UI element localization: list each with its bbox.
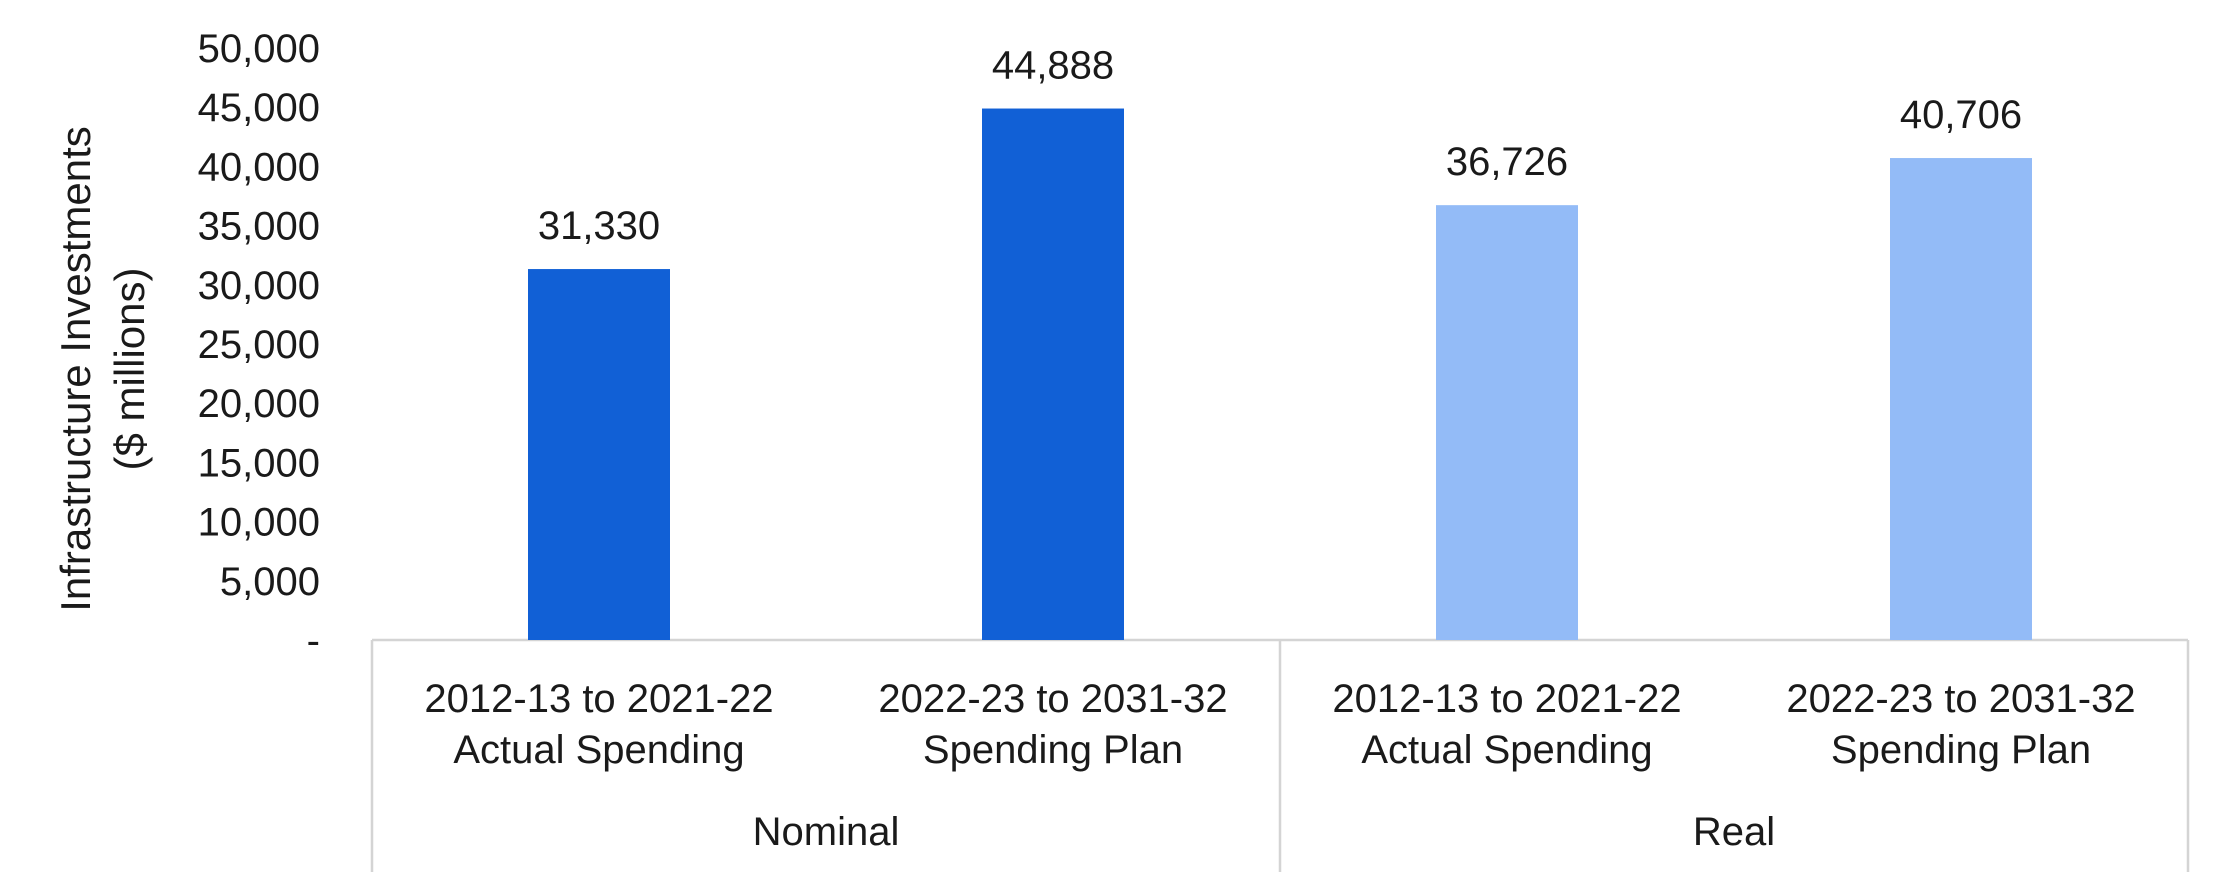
category-label: 2022-23 to 2031-32: [878, 677, 1227, 721]
bar: [982, 108, 1124, 641]
category-label: Spending Plan: [1831, 728, 2091, 772]
bar: [1890, 158, 2032, 640]
bar: [528, 269, 670, 640]
data-label: 44,888: [992, 44, 1114, 88]
category-label: Spending Plan: [923, 728, 1183, 772]
y-axis-title-line: ($ millions): [106, 267, 153, 470]
y-tick-label: 5,000: [220, 560, 320, 604]
y-tick-label: 50,000: [198, 27, 320, 71]
y-tick-label: 30,000: [198, 264, 320, 308]
category-label: 2012-13 to 2021-22: [1332, 677, 1681, 721]
data-label: 31,330: [538, 204, 660, 248]
data-label: 36,726: [1446, 140, 1568, 184]
group-label: Real: [1693, 810, 1775, 854]
y-axis-title: Infrastructure Investments ($ millions): [52, 126, 153, 612]
x-axis-frame: [370, 638, 2190, 872]
category-labels: 2012-13 to 2021-22 Actual Spending 2022-23…: [424, 677, 2135, 772]
data-labels: 31,330 44,888 36,726 40,706: [538, 44, 2022, 249]
group-label: Nominal: [753, 810, 900, 854]
bar: [1436, 205, 1578, 640]
y-tick-label: 15,000: [198, 441, 320, 485]
category-label: Actual Spending: [453, 728, 744, 772]
y-tick-label: 35,000: [198, 205, 320, 249]
category-label: Actual Spending: [1361, 728, 1652, 772]
y-tick-label: 25,000: [198, 323, 320, 367]
y-axis-title-line: Infrastructure Investments: [52, 126, 99, 612]
data-label: 40,706: [1900, 93, 2022, 137]
bars: [528, 108, 2032, 641]
y-tick-label: 40,000: [198, 145, 320, 189]
y-tick-label: 10,000: [198, 501, 320, 545]
group-labels: Nominal Real: [753, 810, 1775, 854]
category-label: 2012-13 to 2021-22: [424, 677, 773, 721]
y-axis-ticks: - 5,000 10,000 15,000 20,000 25,000 30,000 35,0…: [198, 27, 320, 663]
category-label: 2022-23 to 2031-32: [1786, 677, 2135, 721]
y-tick-label: 45,000: [198, 86, 320, 130]
y-tick-label: -: [307, 619, 320, 663]
y-tick-label: 20,000: [198, 382, 320, 426]
